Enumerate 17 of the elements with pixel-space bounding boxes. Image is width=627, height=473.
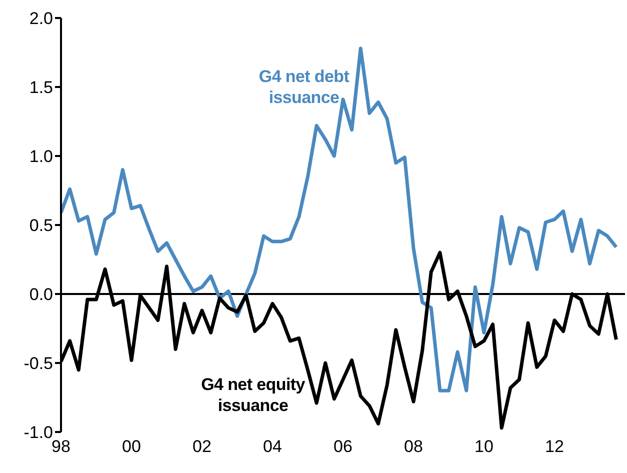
y-tick-label: 1.5 — [29, 78, 53, 98]
series-label: G4 net equity issuance — [200, 374, 306, 416]
x-tick-label: 98 — [52, 437, 70, 456]
y-tick-label: 0.0 — [29, 285, 53, 304]
x-tick-label: 12 — [545, 437, 564, 456]
y-tick-label: -1.0 — [24, 423, 53, 442]
y-tick-label: -0.5 — [24, 354, 53, 374]
x-tick-label: 10 — [474, 437, 494, 456]
x-tick-label: 08 — [404, 437, 423, 456]
x-tick-label: 02 — [192, 437, 212, 456]
y-tick-label: 0.5 — [29, 216, 53, 236]
y-tick-label: 1.0 — [29, 147, 53, 166]
x-tick-label: 06 — [334, 437, 352, 456]
series-label: G4 net debt issuance — [258, 66, 350, 108]
x-tick-label: 00 — [122, 437, 141, 456]
y-tick-label: 2.0 — [29, 9, 53, 28]
x-tick-label: 04 — [263, 437, 282, 456]
